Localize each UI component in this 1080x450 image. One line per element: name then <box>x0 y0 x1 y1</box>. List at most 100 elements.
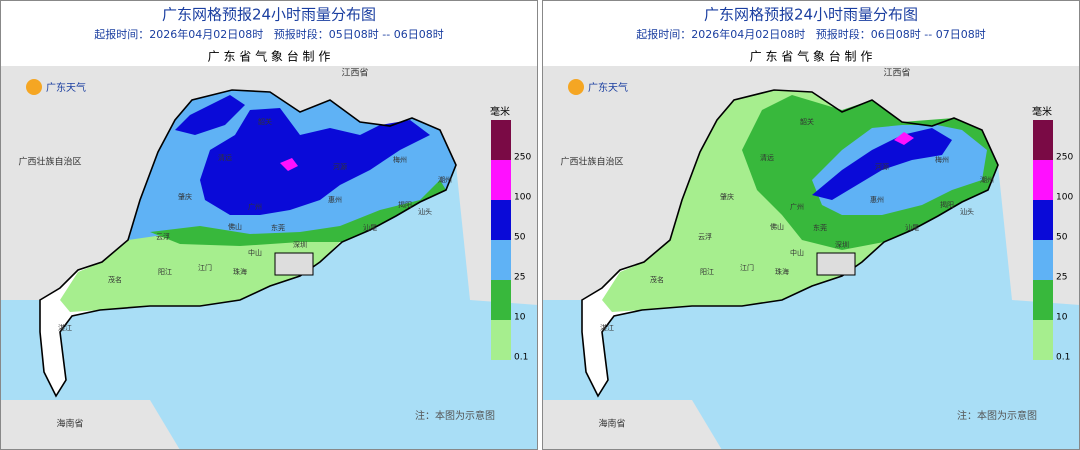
place-label: 肇庆 <box>178 192 192 201</box>
legend-swatch <box>491 200 511 240</box>
header-bg <box>0 0 538 66</box>
rain-area <box>280 158 298 171</box>
rain-area <box>175 95 245 135</box>
neighbor-land <box>0 0 538 305</box>
place-label: 清远 <box>218 153 232 162</box>
place-label: 广西壮族自治区 <box>18 156 81 168</box>
legend-swatch <box>491 240 511 280</box>
place-label: 珠海 <box>233 267 247 276</box>
legend-label: 0.1 <box>1056 353 1070 363</box>
hong-kong-box <box>274 252 314 276</box>
place-label: 海南省 <box>598 418 625 430</box>
legend-swatch <box>1033 240 1053 280</box>
hong-kong-box <box>816 252 856 276</box>
subtitle: 起报时间：2026年04月02日08时 预报时段：05日08时 -- 06日08… <box>94 27 443 41</box>
place-label: 中山 <box>248 248 262 257</box>
title: 广东网格预报24小时雨量分布图 <box>162 6 376 24</box>
place-label: 揭阳 <box>940 200 954 209</box>
place-label: 东莞 <box>813 223 827 232</box>
place-label: 汕尾 <box>363 223 377 232</box>
rain-area <box>150 180 446 246</box>
legend-label: 25 <box>1056 273 1067 283</box>
rain-area <box>60 232 340 312</box>
place-label: 江门 <box>198 263 212 272</box>
legend-swatch <box>491 120 511 160</box>
rain-area <box>894 132 914 145</box>
place-label: 佛山 <box>770 222 784 231</box>
place-label: 茂名 <box>108 275 122 284</box>
place-label: 佛山 <box>228 222 242 231</box>
rain-area <box>812 128 952 200</box>
place-label: 珠海 <box>775 267 789 276</box>
legend-label: 250 <box>514 153 531 163</box>
hainan <box>542 400 722 450</box>
place-label: 肇庆 <box>720 192 734 201</box>
legend-label: 10 <box>1056 313 1068 323</box>
place-label: 清远 <box>760 153 774 162</box>
note: 注：本图为示意图 <box>415 409 495 422</box>
note: 注：本图为示意图 <box>957 409 1037 422</box>
issuer: 广 东 省 气 象 台 制 作 <box>750 49 873 64</box>
legend-label: 50 <box>1056 233 1068 243</box>
legend-swatch <box>491 280 511 320</box>
place-label: 深圳 <box>293 240 307 249</box>
place-label: 中山 <box>790 248 804 257</box>
subtitle: 起报时间：2026年04月02日08时 预报时段：06日08时 -- 07日08… <box>636 27 985 41</box>
place-label: 广州 <box>248 202 262 211</box>
legend-swatch <box>491 160 511 200</box>
legend-label: 10 <box>514 313 526 323</box>
place-label: 韶关 <box>800 117 814 126</box>
place-label: 云浮 <box>156 232 170 241</box>
legend-label: 25 <box>514 273 525 283</box>
place-label: 潮州 <box>438 175 452 184</box>
place-label: 阳江 <box>700 267 714 276</box>
legend-swatch <box>1033 160 1053 200</box>
logo-text: 广东天气 <box>46 81 86 94</box>
issuer: 广 东 省 气 象 台 制 作 <box>208 49 331 64</box>
legend-swatch <box>1033 120 1053 160</box>
hainan <box>0 400 180 450</box>
place-label: 江西省 <box>341 67 368 79</box>
place-label: 江门 <box>740 263 754 272</box>
legend-label: 50 <box>514 233 526 243</box>
legend-label: 0.1 <box>514 353 528 363</box>
legend-swatch <box>491 320 511 360</box>
guangdong-border <box>581 89 999 398</box>
place-label: 深圳 <box>835 240 849 249</box>
place-label: 梅州 <box>935 155 949 164</box>
header-bg <box>542 0 1080 66</box>
place-label: 惠州 <box>870 195 884 204</box>
place-label: 广西壮族自治区 <box>560 156 623 168</box>
rain-area <box>200 108 430 215</box>
logo-text: 广东天气 <box>588 81 628 94</box>
place-label: 海南省 <box>56 418 83 430</box>
place-label: 梅州 <box>393 155 407 164</box>
legend-label: 100 <box>1056 193 1073 203</box>
legend-swatch <box>1033 200 1053 240</box>
guangdong-border <box>39 89 457 398</box>
legend-swatch <box>1033 320 1053 360</box>
legend-label: 250 <box>1056 153 1073 163</box>
place-label: 汕头 <box>960 207 974 216</box>
place-label: 茂名 <box>650 275 664 284</box>
place-label: 广州 <box>790 202 804 211</box>
legend-unit: 毫米 <box>1032 105 1052 118</box>
logo-icon <box>26 79 42 95</box>
legend-label: 100 <box>514 193 531 203</box>
place-label: 汕头 <box>418 207 432 216</box>
place-label: 潮州 <box>980 175 994 184</box>
place-label: 惠州 <box>328 195 342 204</box>
place-label: 湛江 <box>58 324 72 332</box>
place-label: 阳江 <box>158 267 172 276</box>
place-label: 河源 <box>333 162 347 171</box>
title: 广东网格预报24小时雨量分布图 <box>704 6 918 24</box>
neighbor-land <box>542 0 1080 305</box>
place-label: 江西省 <box>883 67 910 79</box>
place-label: 汕尾 <box>905 223 919 232</box>
legend-swatch <box>1033 280 1053 320</box>
place-label: 云浮 <box>698 232 712 241</box>
place-label: 河源 <box>875 162 889 171</box>
